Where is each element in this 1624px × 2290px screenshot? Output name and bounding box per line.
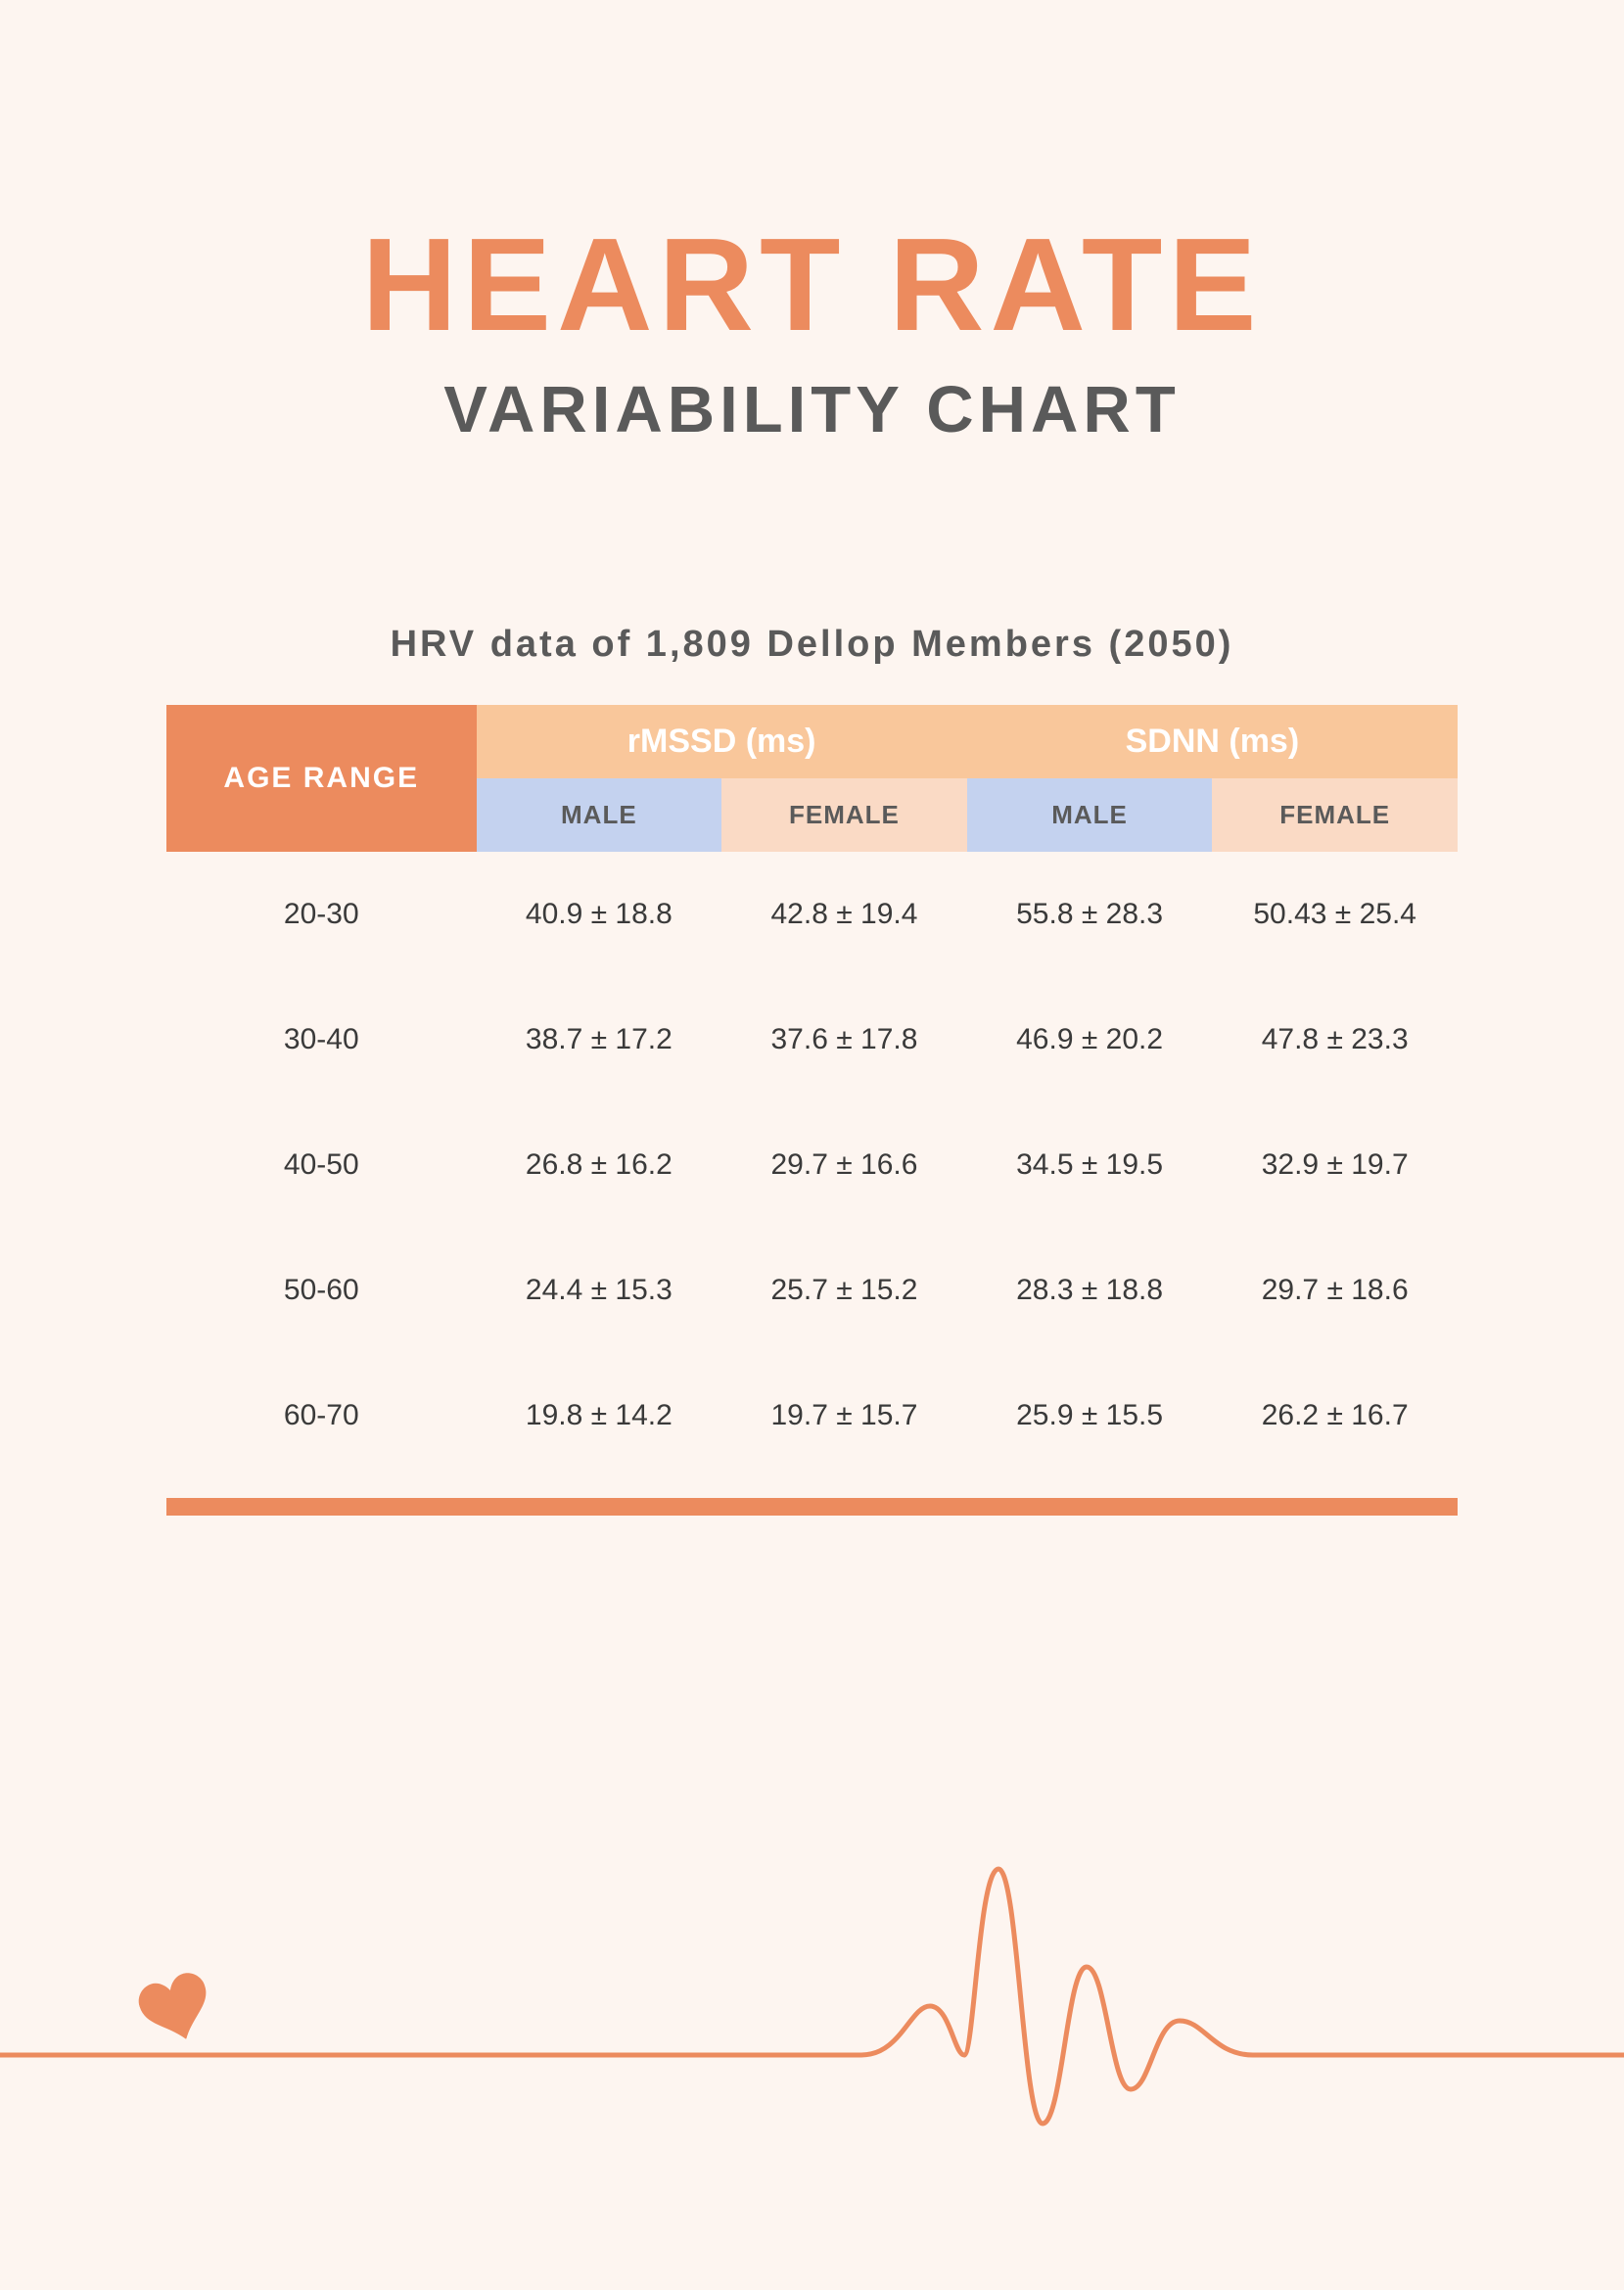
cell-rmssd-female: 37.6 ± 17.8 [721,977,967,1102]
table-row: 30-4038.7 ± 17.237.6 ± 17.846.9 ± 20.247… [166,977,1458,1102]
cell-sdnn-female: 29.7 ± 18.6 [1212,1228,1458,1353]
cell-age: 60-70 [166,1353,477,1478]
cell-rmssd-male: 26.8 ± 16.2 [477,1102,722,1228]
cell-sdnn-female: 26.2 ± 16.7 [1212,1353,1458,1478]
cell-rmssd-male: 40.9 ± 18.8 [477,852,722,977]
table-bottom-rule [166,1498,1458,1516]
cell-sdnn-male: 55.8 ± 28.3 [967,852,1213,977]
title-main: HEART RATE [166,215,1458,354]
header-age-range: AGE RANGE [166,705,477,852]
table-row: 20-3040.9 ± 18.842.8 ± 19.455.8 ± 28.350… [166,852,1458,977]
table-row: 50-6024.4 ± 15.325.7 ± 15.228.3 ± 18.829… [166,1228,1458,1353]
table-caption: HRV data of 1,809 Dellop Members (2050) [166,624,1458,666]
cell-age: 50-60 [166,1228,477,1353]
cell-sdnn-male: 46.9 ± 20.2 [967,977,1213,1102]
header-rmssd-female: FEMALE [721,778,967,852]
header-rmssd-male: MALE [477,778,722,852]
cell-rmssd-female: 29.7 ± 16.6 [721,1102,967,1228]
header-sdnn-female: FEMALE [1212,778,1458,852]
cell-rmssd-female: 25.7 ± 15.2 [721,1228,967,1353]
cell-rmssd-female: 19.7 ± 15.7 [721,1353,967,1478]
ecg-line-graphic [0,1859,1624,2133]
cell-sdnn-male: 34.5 ± 19.5 [967,1102,1213,1228]
header-rmssd: rMSSD (ms) [477,705,967,778]
header-sdnn: SDNN (ms) [967,705,1458,778]
table-row: 60-7019.8 ± 14.219.7 ± 15.725.9 ± 15.526… [166,1353,1458,1478]
cell-age: 20-30 [166,852,477,977]
hrv-table: AGE RANGE rMSSD (ms) SDNN (ms) MALE FEMA… [166,705,1458,1478]
cell-rmssd-male: 19.8 ± 14.2 [477,1353,722,1478]
cell-sdnn-female: 50.43 ± 25.4 [1212,852,1458,977]
cell-sdnn-female: 32.9 ± 19.7 [1212,1102,1458,1228]
header-sdnn-male: MALE [967,778,1213,852]
cell-rmssd-male: 24.4 ± 15.3 [477,1228,722,1353]
cell-sdnn-male: 28.3 ± 18.8 [967,1228,1213,1353]
table-row: 40-5026.8 ± 16.229.7 ± 16.634.5 ± 19.532… [166,1102,1458,1228]
cell-sdnn-male: 25.9 ± 15.5 [967,1353,1213,1478]
cell-sdnn-female: 47.8 ± 23.3 [1212,977,1458,1102]
cell-age: 30-40 [166,977,477,1102]
cell-rmssd-male: 38.7 ± 17.2 [477,977,722,1102]
cell-age: 40-50 [166,1102,477,1228]
cell-rmssd-female: 42.8 ± 19.4 [721,852,967,977]
title-sub: VARIABILITY CHART [166,372,1458,447]
